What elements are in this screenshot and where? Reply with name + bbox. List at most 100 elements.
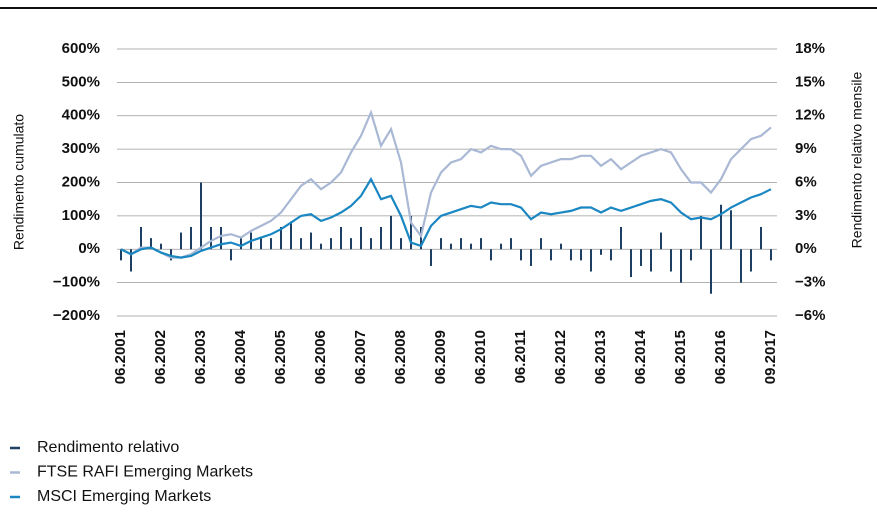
y2-tick-label: −3%: [795, 274, 825, 291]
bar: [490, 249, 492, 261]
bar: [580, 249, 582, 261]
bar: [320, 243, 322, 250]
x-tick-label: 06.2012: [552, 330, 569, 384]
bar: [120, 249, 122, 261]
x-tick-label: 06.2006: [312, 330, 329, 384]
y2-tick-label: 0%: [795, 240, 817, 257]
x-tick-label: 06.2002: [152, 330, 169, 384]
bar: [240, 238, 242, 250]
bar: [340, 227, 342, 250]
x-tick-label: 06.2016: [712, 330, 729, 384]
y2-tick-label: 15%: [795, 73, 825, 90]
bar: [360, 227, 362, 250]
bar: [220, 227, 222, 250]
bar: [480, 238, 482, 250]
bar: [350, 238, 352, 250]
bar: [180, 232, 182, 250]
y-axis-title: Rendimento cumulato: [11, 114, 27, 250]
x-tick-label: 06.2008: [392, 330, 409, 384]
bar: [290, 221, 292, 250]
legend-label: MSCI Emerging Markets: [37, 488, 211, 505]
y2-tick-label: 3%: [795, 207, 817, 224]
bar: [720, 204, 722, 250]
bar: [660, 232, 662, 250]
bar: [700, 215, 702, 250]
bar: [200, 182, 202, 250]
bar: [570, 249, 572, 261]
bar: [680, 249, 682, 283]
bar: [440, 238, 442, 250]
x-tick-label: 06.2013: [592, 330, 609, 384]
y-tick-label: 600%: [62, 40, 100, 57]
x-tick-label: 06.2011: [512, 330, 529, 383]
bar: [520, 249, 522, 261]
y-tick-label: −100%: [53, 274, 100, 291]
y-tick-label: 200%: [62, 173, 100, 190]
y-tick-label: 300%: [62, 140, 100, 157]
y2-tick-label: 9%: [795, 140, 817, 157]
bar: [610, 249, 612, 261]
bar: [550, 249, 552, 261]
bar: [590, 249, 592, 272]
y-tick-label: −200%: [53, 307, 100, 324]
x-tick-label: 06.2005: [272, 330, 289, 384]
bar: [260, 238, 262, 250]
legend-label: Rendimento relativo: [37, 439, 179, 456]
x-tick-label: 06.2014: [632, 329, 649, 384]
bar: [470, 243, 472, 250]
bar: [640, 249, 642, 266]
x-tick-label: 06.2004: [232, 329, 249, 384]
y-tick-label: 100%: [62, 207, 100, 224]
bar: [150, 238, 152, 250]
x-tick-label: 06.2009: [432, 330, 449, 384]
legend-label: FTSE RAFI Emerging Markets: [37, 464, 253, 481]
x-tick-label: 06.2015: [672, 330, 689, 384]
bar: [750, 249, 752, 272]
bar: [270, 238, 272, 250]
bar: [330, 238, 332, 250]
line: [120, 109, 772, 259]
y-tick-label: 0%: [78, 240, 100, 257]
bar: [740, 249, 742, 283]
bar: [450, 243, 452, 250]
bar: [390, 215, 392, 250]
bar: [140, 227, 142, 250]
bar: [420, 227, 422, 250]
bar: [400, 238, 402, 250]
bar: [760, 227, 762, 250]
bar: [460, 238, 462, 250]
bar: [530, 249, 532, 266]
bar: [130, 249, 132, 272]
bar: [410, 215, 412, 250]
bar: [500, 243, 502, 250]
bar: [650, 249, 652, 272]
bar: [620, 227, 622, 250]
bar: [600, 249, 602, 255]
bar: [770, 249, 772, 261]
y2-axis-title: Rendimento relativo mensile: [849, 71, 865, 248]
x-tick-label: 06.2001: [112, 330, 129, 384]
bar: [670, 249, 672, 272]
bar: [160, 243, 162, 250]
bar: [230, 249, 232, 261]
line: [120, 176, 772, 259]
bar: [630, 249, 632, 278]
x-tick-label: 09.2017: [762, 330, 779, 384]
y2-tick-label: 12%: [795, 107, 825, 124]
bar: [190, 227, 192, 250]
y-tick-label: 500%: [62, 73, 100, 90]
bar: [430, 249, 432, 266]
y-tick-label: 400%: [62, 107, 100, 124]
bar: [730, 210, 732, 250]
bar: [690, 249, 692, 261]
x-tick-label: 06.2010: [472, 330, 489, 384]
y2-tick-label: 6%: [795, 173, 817, 190]
bar: [540, 238, 542, 250]
bar: [560, 243, 562, 250]
bar: [380, 227, 382, 250]
bar: [370, 238, 372, 250]
bar: [310, 232, 312, 250]
x-tick-label: 06.2003: [192, 330, 209, 384]
y2-tick-label: 18%: [795, 40, 825, 57]
